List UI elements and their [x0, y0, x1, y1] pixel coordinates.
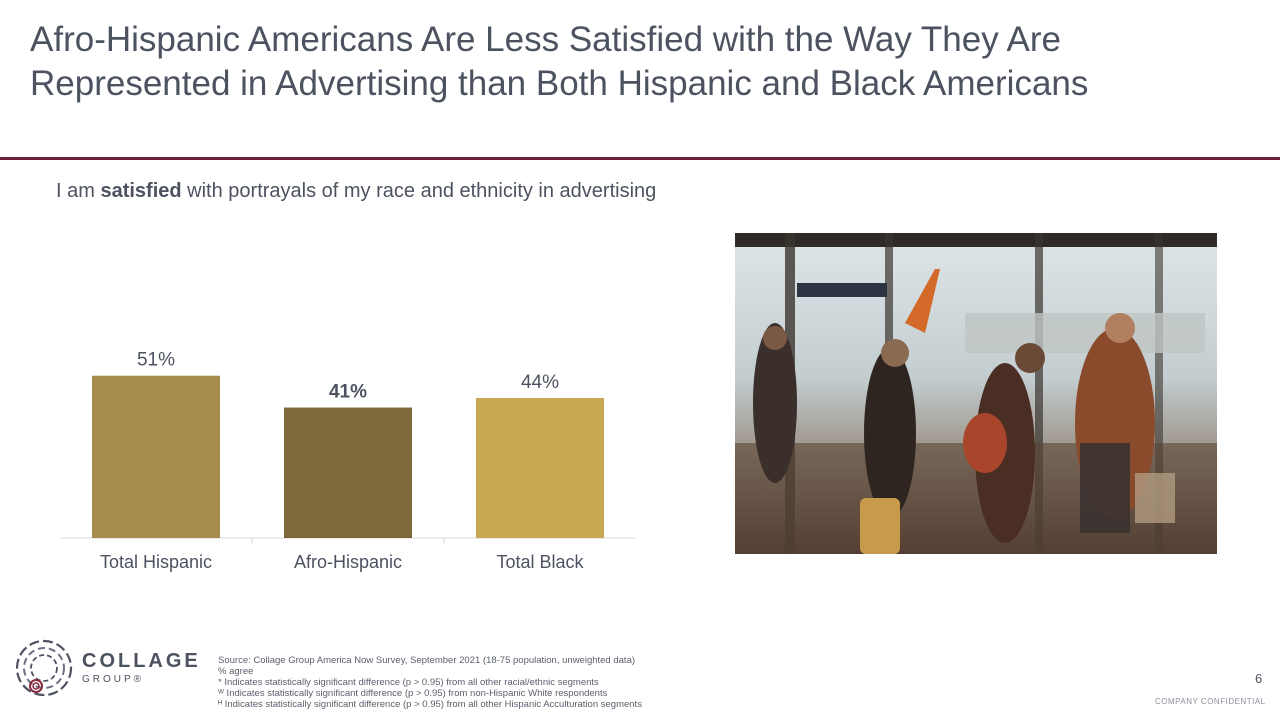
category-label: Afro-Hispanic — [294, 552, 402, 572]
footnote-significance-hispanic: ᴴ Indicates statistically significant di… — [218, 699, 642, 710]
footnote-significance-all: * Indicates statistically significant di… — [218, 677, 599, 688]
logo-subwordmark: GROUP® — [82, 674, 145, 685]
question-emphasis: satisfied — [100, 180, 182, 202]
footnote-source: Source: Collage Group America Now Survey… — [218, 655, 636, 666]
bar-chart: 51% Total Hispanic 41% Afro-Hispanic 44% Tota… — [60, 350, 636, 572]
data-label: 51% — [137, 350, 175, 371]
source-footnotes: Source: Collage Group America Now Survey… — [218, 655, 758, 710]
footnote-significance-white: ᵂ Indicates statistically significant di… — [218, 688, 608, 699]
category-label: Total Black — [496, 552, 584, 572]
question-prefix: I am — [56, 180, 101, 202]
bar-afro-hispanic — [284, 407, 412, 538]
category-label: Total Hispanic — [100, 552, 212, 572]
data-label: 41% — [329, 382, 367, 403]
page-number: 6 — [1255, 671, 1263, 686]
bar-total-black — [476, 398, 604, 538]
slide-title: Afro-Hispanic Americans Are Less Satisfi… — [30, 20, 1089, 103]
collage-group-logo: COLLAGE GROUP® — [14, 632, 198, 702]
footnote-metric: % agree — [218, 666, 254, 677]
data-label: 44% — [521, 372, 559, 393]
chart-question: I am satisfied with portrayals of my rac… — [56, 180, 656, 203]
airport-travelers-photo — [735, 233, 1217, 554]
question-suffix: with portrayals of my race and ethnicity… — [181, 180, 657, 202]
photo-illustration — [735, 233, 1217, 554]
collage-logo-mark-icon — [15, 639, 73, 697]
confidential-label: COMPANY CONFIDENTIAL — [1155, 697, 1266, 706]
title-divider — [0, 157, 1280, 160]
logo-wordmark: COLLAGE — [82, 650, 201, 672]
bar-total-hispanic — [92, 375, 220, 538]
